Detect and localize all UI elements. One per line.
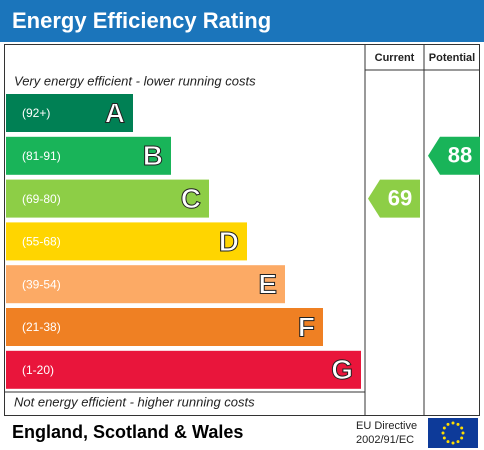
eu-star bbox=[446, 422, 450, 426]
eu-star bbox=[461, 431, 465, 435]
top-note: Very energy efficient - lower running co… bbox=[14, 73, 256, 88]
band-letter: B bbox=[143, 140, 163, 171]
eu-star bbox=[456, 440, 460, 444]
band-range: (1-20) bbox=[22, 363, 54, 377]
eu-stars bbox=[441, 421, 465, 445]
band-letter: A bbox=[105, 97, 125, 128]
band-bar bbox=[6, 136, 171, 175]
band-letter: D bbox=[219, 226, 239, 257]
band-bar bbox=[6, 308, 323, 346]
rating-arrow bbox=[368, 179, 420, 218]
band-range: (39-54) bbox=[22, 277, 61, 291]
rating-value: 88 bbox=[448, 143, 472, 168]
eu-star bbox=[446, 440, 450, 444]
band-bar bbox=[6, 265, 285, 304]
eu-star bbox=[460, 436, 464, 440]
band-range: (69-80) bbox=[22, 192, 61, 206]
title: Energy Efficiency Rating bbox=[12, 8, 271, 33]
column-header: Potential bbox=[429, 52, 475, 64]
bottom-note: Not energy efficient - higher running co… bbox=[14, 394, 255, 409]
band-bar bbox=[6, 179, 209, 218]
band-bar bbox=[6, 350, 361, 389]
band-range: (55-68) bbox=[22, 235, 61, 249]
band-bar bbox=[6, 94, 133, 132]
column-header: Current bbox=[375, 52, 415, 64]
eu-star bbox=[442, 436, 446, 440]
band-range: (21-38) bbox=[22, 320, 61, 334]
title-bar bbox=[0, 0, 484, 42]
band-bar bbox=[6, 222, 247, 261]
rating-value: 69 bbox=[388, 185, 412, 210]
directive: EU Directive bbox=[356, 420, 417, 432]
eu-star bbox=[442, 426, 446, 430]
band-letter: C bbox=[181, 183, 201, 214]
band-letter: E bbox=[258, 269, 277, 300]
band-letter: F bbox=[298, 311, 315, 342]
eu-star bbox=[460, 426, 464, 430]
band-letter: G bbox=[331, 354, 353, 385]
eu-star bbox=[441, 431, 445, 435]
eu-star bbox=[451, 441, 455, 445]
band-range: (92+) bbox=[22, 106, 50, 120]
eu-star bbox=[451, 421, 455, 425]
region: England, Scotland & Wales bbox=[12, 422, 243, 442]
rating-arrow bbox=[428, 136, 480, 175]
eu-star bbox=[456, 422, 460, 426]
directive-code: 2002/91/EC bbox=[356, 434, 414, 446]
frame bbox=[4, 44, 480, 416]
band-range: (81-91) bbox=[22, 149, 61, 163]
